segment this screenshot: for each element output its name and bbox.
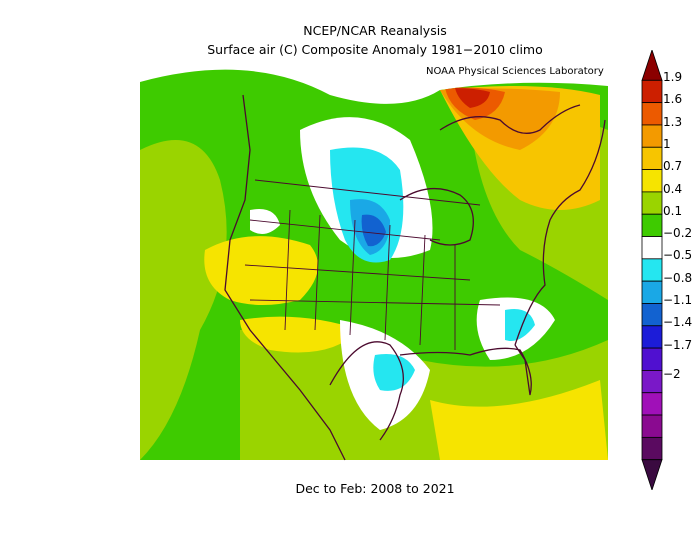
- colorbar-tick-label: −0.5: [663, 248, 693, 263]
- field-darkred-northeast: [455, 88, 490, 108]
- colorbar-swatch: [641, 280, 663, 304]
- colorbar-swatch: [641, 146, 663, 170]
- field-cyan-texas: [373, 354, 415, 391]
- colorbar-swatch: [641, 169, 663, 193]
- field-blue-northcentral: [361, 214, 386, 247]
- colorbar-tick-label: −0.2: [663, 226, 693, 241]
- colorbar-swatch: [641, 258, 663, 282]
- colorbar-tick-label: −1.7: [663, 337, 693, 352]
- colorbar-swatch: [641, 50, 663, 81]
- colorbar: [641, 50, 663, 490]
- chart-title: NCEP/NCAR Reanalysis: [303, 23, 447, 38]
- colorbar-swatch: [641, 392, 663, 416]
- colorbar-swatch: [641, 347, 663, 371]
- colorbar-tick-label: 0.4: [663, 181, 683, 196]
- field-cyan-florida: [505, 309, 535, 341]
- colorbar-tick-label: 0.1: [663, 203, 683, 218]
- colorbar-swatch: [641, 191, 663, 215]
- field-yellow-southcentral: [240, 316, 360, 353]
- colorbar-swatch: [641, 414, 663, 438]
- colorbar-tick-label: −0.8: [663, 270, 693, 285]
- field-yellow-gulf: [430, 380, 608, 460]
- anomaly-field: [140, 69, 608, 460]
- colorbar-swatch: [641, 213, 663, 237]
- colorbar-tick-label: −2: [663, 367, 681, 382]
- colorbar-swatch: [641, 459, 663, 490]
- colorbar-swatch: [641, 325, 663, 349]
- colorbar-swatch: [641, 79, 663, 104]
- colorbar-swatch: [641, 236, 663, 260]
- colorbar-swatch: [641, 303, 663, 327]
- period-label: Dec to Feb: 2008 to 2021: [295, 481, 455, 496]
- colorbar-tick-label: −1.4: [663, 315, 693, 330]
- colorbar-swatch: [641, 436, 663, 461]
- chart-subtitle: Surface air (C) Composite Anomaly 1981−2…: [207, 42, 543, 57]
- colorbar-tick-label: −1.1: [663, 293, 693, 308]
- colorbar-tick-label: 1.3: [663, 114, 683, 129]
- colorbar-tick-label: 0.7: [663, 159, 683, 174]
- colorbar-tick-label: 1.6: [663, 92, 683, 107]
- colorbar-tick-label: 1: [663, 136, 671, 151]
- colorbar-swatch: [641, 102, 663, 126]
- field-yellowgreen-west: [140, 140, 227, 460]
- field-yellow-southwest: [204, 236, 318, 305]
- credit-label: NOAA Physical Sciences Laboratory: [426, 66, 604, 77]
- colorbar-tick-label: 1.9: [663, 69, 683, 84]
- colorbar-swatch: [641, 370, 663, 394]
- colorbar-swatch: [641, 124, 663, 148]
- state-borders: [244, 179, 501, 350]
- coastlines: [224, 94, 606, 461]
